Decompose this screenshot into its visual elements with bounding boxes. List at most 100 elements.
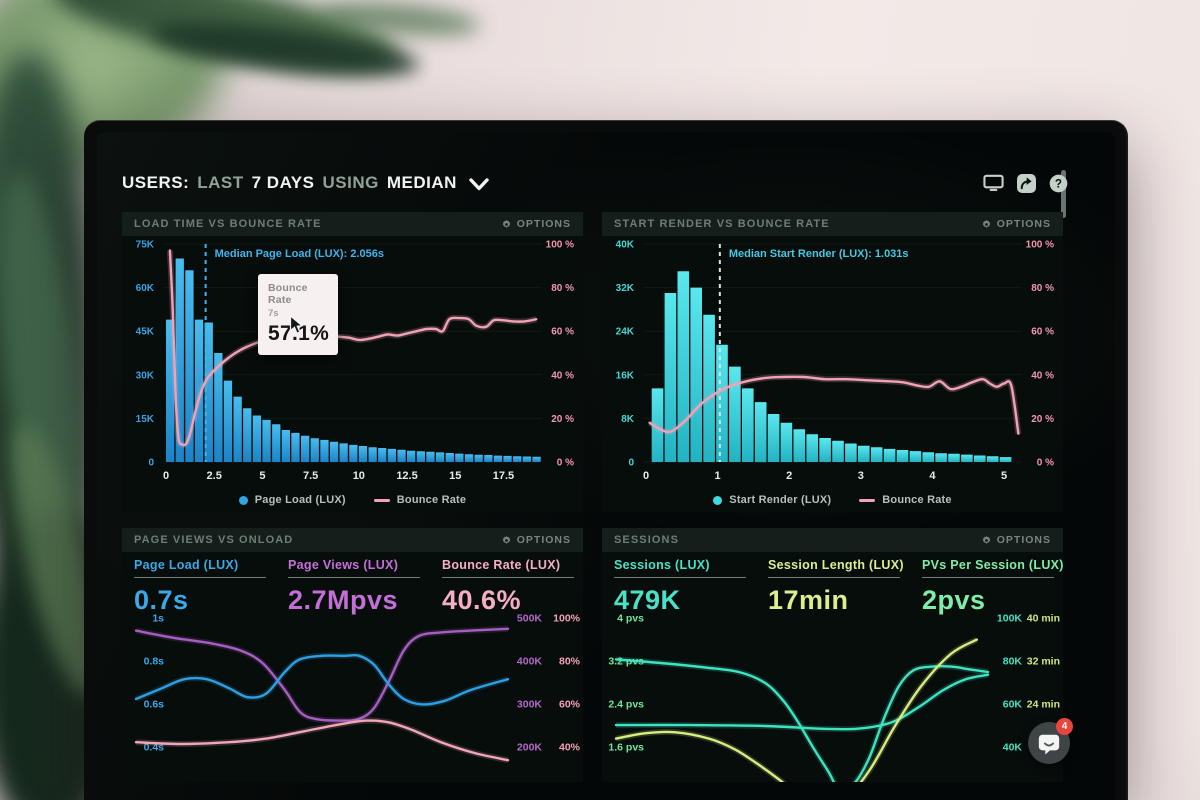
histogram-bar[interactable] [194, 319, 204, 462]
histogram-bar[interactable] [320, 439, 329, 462]
histogram-bar[interactable] [416, 451, 425, 462]
histogram-bar[interactable] [909, 451, 922, 462]
histogram-bar[interactable] [974, 455, 986, 463]
legend-item[interactable]: Start Render (LUX) [713, 494, 831, 506]
histogram-bar[interactable] [214, 353, 223, 462]
histogram-bar[interactable] [493, 455, 503, 462]
histogram-bar[interactable] [845, 443, 857, 463]
trend-line-page-load [134, 653, 510, 706]
histogram-bar[interactable] [961, 454, 973, 462]
x-tick: 2 [786, 470, 792, 482]
histogram-bar[interactable] [677, 271, 690, 463]
x-tick: 3 [858, 470, 864, 482]
histogram-bar[interactable] [407, 450, 416, 462]
histogram-bar[interactable] [935, 453, 947, 462]
y-right-tick-col1: 400K [517, 656, 543, 668]
histogram-bar[interactable] [948, 453, 960, 462]
histogram-bar[interactable] [301, 435, 310, 462]
metric-label: Session Length (LUX) [768, 558, 904, 572]
histogram-bar[interactable] [185, 270, 194, 462]
histogram-bar[interactable] [223, 380, 233, 462]
histogram-bar[interactable] [896, 450, 909, 462]
histogram-bar[interactable] [986, 456, 999, 462]
histogram-bar[interactable] [435, 452, 445, 462]
histogram-bar[interactable] [339, 443, 348, 462]
share-icon[interactable] [1017, 173, 1036, 193]
histogram-bar[interactable] [999, 457, 1012, 462]
options-button[interactable]: OPTIONS [501, 218, 571, 230]
histogram-bar[interactable] [819, 438, 831, 462]
options-button[interactable]: OPTIONS [501, 534, 571, 546]
histogram-bar[interactable] [349, 444, 358, 462]
histogram-bar[interactable] [793, 429, 806, 462]
histogram-bar[interactable] [703, 314, 715, 462]
gear-icon [982, 535, 991, 544]
histogram-bar[interactable] [767, 414, 780, 462]
legend-item[interactable]: Bounce Rate [859, 494, 952, 506]
histogram-bar[interactable] [175, 258, 184, 463]
histogram-bar[interactable] [664, 293, 677, 462]
histogram-bar[interactable] [387, 448, 396, 462]
y-left-tick: 60K [136, 283, 155, 294]
histogram-bar[interactable] [729, 366, 741, 462]
histogram-bar[interactable] [378, 448, 387, 462]
bounce-rate-line [648, 375, 1020, 435]
histogram-bar[interactable] [922, 452, 934, 462]
histogram-bar[interactable] [310, 438, 319, 462]
metric: Page Views (LUX) 2.7Mpvs [288, 558, 438, 616]
histogram-bar[interactable] [474, 454, 483, 462]
histogram-bar[interactable] [455, 453, 464, 462]
options-button[interactable]: OPTIONS [981, 534, 1051, 546]
histogram-bar[interactable] [262, 419, 271, 462]
histogram-bar[interactable] [858, 445, 870, 462]
histogram-bar[interactable] [832, 440, 844, 462]
trend-line-pvs-per-session [614, 673, 990, 731]
histogram-bar[interactable] [484, 455, 493, 462]
histogram-bar[interactable] [233, 396, 242, 462]
histogram-bar[interactable] [329, 441, 339, 462]
gear-icon [982, 219, 991, 228]
scrollbar-thumb[interactable] [1061, 170, 1066, 218]
legend-label: Page Load (LUX) [254, 494, 346, 506]
display-icon[interactable] [983, 174, 1004, 192]
histogram-bar[interactable] [870, 447, 883, 462]
histogram-bar[interactable] [243, 408, 252, 462]
histogram-bar[interactable] [532, 456, 541, 462]
metric-underline [442, 577, 574, 578]
histogram-bar[interactable] [883, 448, 896, 462]
histogram-bar[interactable] [690, 287, 702, 462]
chevron-down-icon[interactable] [469, 177, 489, 191]
histogram-bar[interactable] [358, 446, 368, 462]
histogram-bar[interactable] [754, 402, 767, 463]
histogram-bar[interactable] [166, 319, 175, 462]
histogram-bar[interactable] [272, 424, 281, 462]
chat-bubble-icon [1038, 734, 1060, 755]
histogram-bar[interactable] [464, 454, 474, 462]
histogram-bar[interactable] [716, 344, 728, 462]
legend-item[interactable]: Bounce Rate [373, 494, 466, 506]
histogram-bar[interactable] [513, 456, 522, 462]
histogram-bar[interactable] [780, 422, 793, 462]
y-right-tick-col2: 60% [559, 698, 581, 710]
histogram-bar[interactable] [426, 451, 435, 462]
histogram-bar[interactable] [252, 415, 262, 463]
plant-leaf [148, 11, 422, 87]
histogram-bar[interactable] [397, 449, 406, 462]
options-button[interactable]: OPTIONS [981, 218, 1051, 230]
histogram-bar[interactable] [445, 453, 454, 462]
histogram-bar[interactable] [742, 388, 754, 462]
histogram-bar[interactable] [806, 434, 818, 462]
y-left-tick: 0 [148, 458, 154, 469]
start-render-vs-bounce-rate-plot: 40K 100 % 32K 80 % 24K 60 % 16K 40 % 8K 20 % 0 0 % M… [616, 240, 1054, 483]
histogram-bar[interactable] [291, 432, 300, 462]
metric: Sessions (LUX) 479K [614, 558, 764, 616]
legend-item[interactable]: Page Load (LUX) [238, 494, 346, 506]
histogram-bar[interactable] [368, 447, 377, 462]
histogram-bar[interactable] [522, 456, 531, 463]
y-right-tick: 60 % [1031, 327, 1054, 338]
chat-launcher-button[interactable]: 4 [1028, 718, 1073, 764]
histogram-bar[interactable] [651, 388, 664, 462]
histogram-bar[interactable] [281, 430, 290, 462]
histogram-bar[interactable] [204, 322, 213, 463]
histogram-bar[interactable] [503, 455, 512, 462]
